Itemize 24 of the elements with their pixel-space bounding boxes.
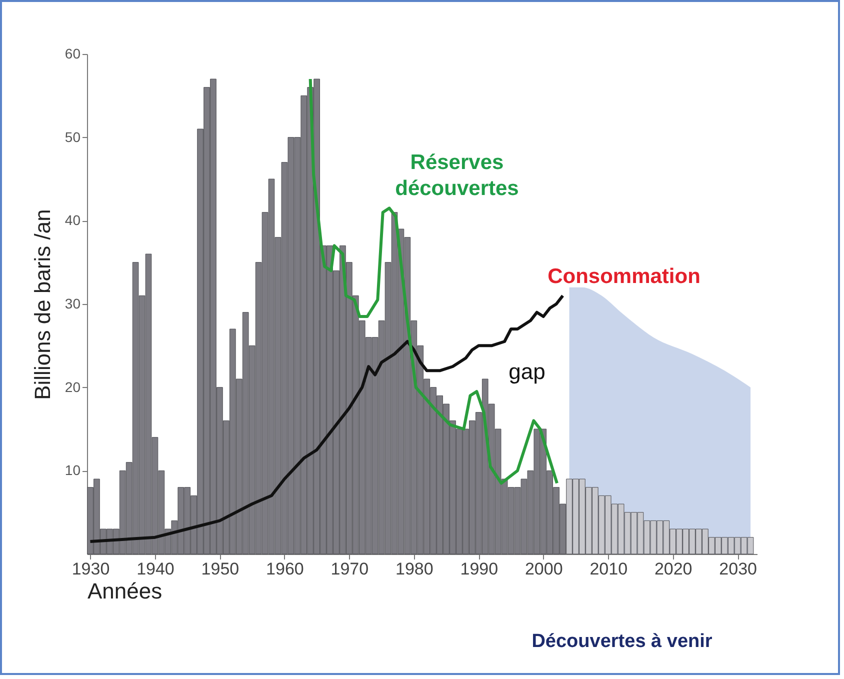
x-tick-label: 2000 [524, 560, 563, 578]
x-axis-title: Années [88, 578, 162, 604]
x-tick-label: 1930 [72, 560, 110, 578]
y-axis-title: Billions de baris /an [30, 209, 55, 400]
x-tick-label: 2010 [590, 560, 628, 578]
annotation: gap [508, 358, 546, 386]
y-tick-label: 60 [64, 46, 81, 62]
y-tick-label: 10 [64, 462, 81, 478]
annotation: Réserves découvertes [394, 150, 520, 202]
line-series [88, 294, 564, 543]
text: Découvertes à venir [530, 630, 714, 654]
x-tick-label: 1960 [266, 560, 304, 578]
x-tick-label: 2020 [654, 560, 692, 578]
x-tick-label: 2030 [719, 560, 757, 578]
x-tick-label: 1940 [136, 560, 174, 578]
y-tick-label: 30 [64, 296, 81, 312]
x-tick-label: 1970 [330, 560, 369, 578]
x-tick-label: 1990 [460, 560, 498, 578]
annotation: Consommation [546, 264, 702, 290]
y-tick-label: 20 [64, 378, 81, 395]
x-tick-label: 1980 [395, 560, 434, 578]
y-tick-label: 40 [64, 212, 81, 228]
y-tick-label: 50 [64, 128, 81, 145]
x-tick-label: 1950 [201, 560, 240, 578]
